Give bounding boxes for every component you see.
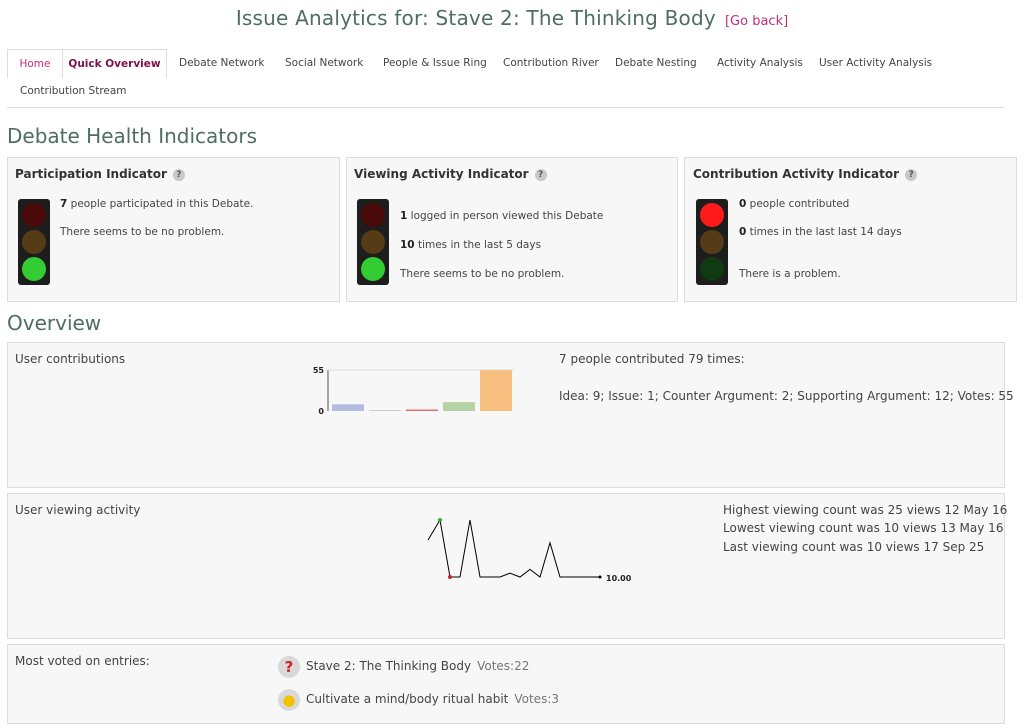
traffic-light <box>696 199 728 285</box>
participation-count-line: 7 people participated in this Debate. <box>60 198 253 210</box>
viewing-persons-count: 1 <box>400 210 408 222</box>
min-point <box>448 575 452 579</box>
green-lamp <box>361 257 385 281</box>
red-lamp <box>700 203 724 227</box>
tab-debate-network[interactable]: Debate Network <box>179 57 265 69</box>
sparkline-path <box>439 519 600 578</box>
viewing-last: Last viewing count was 10 views 17 Sep 2… <box>723 540 985 554</box>
viewing-persons-text: logged in person viewed this Debate <box>407 210 604 222</box>
most-voted-label: Most voted on entries: <box>15 654 150 668</box>
voted-entry[interactable]: ● Cultivate a mind/body ritual habit Votes… <box>278 687 559 711</box>
bar <box>443 402 475 411</box>
voted-entry-votes: Votes:3 <box>514 692 559 706</box>
viewing-title: Viewing Activity Indicator? <box>354 167 547 181</box>
participation-count: 7 <box>60 198 68 210</box>
contributions-breakdown: Idea: 9; Issue: 1; Counter Argument: 2; … <box>559 389 1014 403</box>
contribution-people-count: 0 <box>739 198 747 210</box>
contribution-indicator-panel: Contribution Activity Indicator? 0 peopl… <box>684 157 1017 302</box>
contribution-people-line: 0 people contributed <box>739 198 849 210</box>
tab-home[interactable]: Home <box>7 49 63 79</box>
bar <box>480 370 512 411</box>
amber-lamp <box>22 230 46 254</box>
contribution-status: There is a problem. <box>739 268 841 280</box>
contribution-times-line: 0 times in the last last 14 days <box>739 226 902 238</box>
voted-entry[interactable]: ? Stave 2: The Thinking Body Votes:22 <box>278 654 529 678</box>
viewing-lowest: Lowest viewing count was 10 views 13 May… <box>723 521 1004 535</box>
participation-title-text: Participation Indicator <box>15 167 167 181</box>
max-point <box>438 518 442 522</box>
last-value-label: 10.00 <box>606 574 632 583</box>
contributions-summary: 7 people contributed 79 times: <box>559 352 745 366</box>
red-lamp <box>22 203 46 227</box>
overview-heading: Overview <box>7 311 102 335</box>
tab-contribution-stream[interactable]: Contribution Stream <box>20 85 127 97</box>
amber-lamp <box>361 230 385 254</box>
voted-entry-votes: Votes:22 <box>477 659 530 673</box>
tab-debate-nesting[interactable]: Debate Nesting <box>615 57 697 69</box>
participation-status: There seems to be no problem. <box>60 226 225 238</box>
amber-lamp <box>700 230 724 254</box>
tab-quick-overview[interactable]: Quick Overview <box>62 49 167 79</box>
user-viewing-panel: User viewing activity 10.00 Highest view… <box>7 493 1008 639</box>
y-tick-label: 55 <box>313 366 325 375</box>
bar <box>406 409 438 411</box>
user-contributions-label: User contributions <box>15 352 126 366</box>
viewing-sparkline: 10.00 <box>427 518 632 583</box>
page-header: Issue Analytics for: Stave 2: The Thinki… <box>0 6 1024 30</box>
tab-people-issue-ring[interactable]: People & Issue Ring <box>383 57 487 69</box>
contributions-bar-chart: 55 0 <box>313 366 514 416</box>
help-icon[interactable]: ? <box>172 168 185 181</box>
bar <box>332 404 364 411</box>
viewing-title-text: Viewing Activity Indicator <box>354 167 529 181</box>
contribution-times-text: times in the last last 14 days <box>746 226 902 238</box>
contribution-title: Contribution Activity Indicator? <box>693 167 918 181</box>
tab-contribution-river[interactable]: Contribution River <box>503 57 599 69</box>
viewing-indicator-panel: Viewing Activity Indicator? 1 logged in … <box>346 157 678 302</box>
lightbulb-icon: ● <box>278 688 300 711</box>
sparkline-lead <box>427 519 441 541</box>
question-icon: ? <box>278 655 300 678</box>
contribution-times-count: 0 <box>739 226 747 238</box>
tab-user-activity-analysis[interactable]: User Activity Analysis <box>819 57 933 69</box>
user-viewing-label: User viewing activity <box>15 503 141 517</box>
contribution-people-text: people contributed <box>746 198 850 210</box>
viewing-persons-line: 1 logged in person viewed this Debate <box>400 210 603 222</box>
participation-indicator-panel: Participation Indicator? 7 people partic… <box>7 157 340 302</box>
voted-entry-title: Cultivate a mind/body ritual habit <box>306 692 509 706</box>
viewing-status: There seems to be no problem. <box>400 268 565 280</box>
tab-social-network[interactable]: Social Network <box>285 57 364 69</box>
viewing-times-line: 10 times in the last 5 days <box>400 239 541 251</box>
green-lamp <box>22 257 46 281</box>
health-heading: Debate Health Indicators <box>7 124 257 148</box>
voted-entry-title: Stave 2: The Thinking Body <box>306 659 472 673</box>
viewing-times-text: times in the last 5 days <box>414 239 542 251</box>
contribution-title-text: Contribution Activity Indicator <box>693 167 900 181</box>
user-contributions-panel: User contributions 55 0 7 people contribu… <box>7 342 1014 488</box>
help-icon[interactable]: ? <box>905 168 918 181</box>
analytics-tabs: Home Quick Overview Debate Network Socia… <box>7 49 1005 108</box>
participation-count-text: people participated in this Debate. <box>67 198 254 210</box>
most-voted-panel: Most voted on entries: ? Stave 2: The Thi… <box>7 644 1005 724</box>
last-point <box>598 575 602 579</box>
participation-title: Participation Indicator? <box>15 167 185 181</box>
viewing-highest: Highest viewing count was 25 views 12 Ma… <box>723 503 1008 517</box>
help-icon[interactable]: ? <box>534 168 547 181</box>
viewing-times-count: 10 <box>400 239 415 251</box>
page-title: Issue Analytics for: Stave 2: The Thinki… <box>235 6 716 30</box>
y-tick-label: 0 <box>318 407 324 416</box>
traffic-light <box>357 199 389 285</box>
bar <box>369 410 401 411</box>
red-lamp <box>361 203 385 227</box>
go-back-link[interactable]: [Go back] <box>724 14 789 29</box>
tab-activity-analysis[interactable]: Activity Analysis <box>717 57 803 69</box>
traffic-light <box>18 199 50 285</box>
green-lamp <box>700 257 724 281</box>
